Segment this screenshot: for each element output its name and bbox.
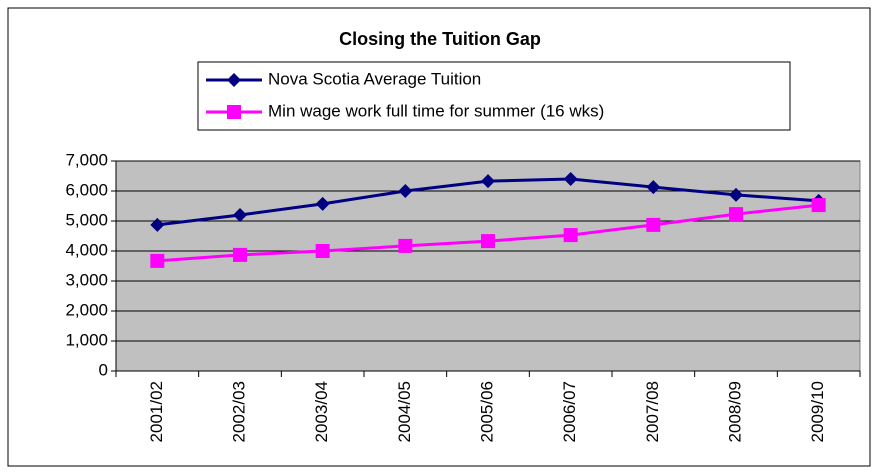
x-tick-label: 2005/06 [477, 381, 496, 442]
legend-box [197, 61, 791, 131]
marker [646, 180, 661, 195]
plot-area [115, 160, 861, 372]
marker [315, 196, 330, 211]
y-tick-label: 5,000 [65, 210, 108, 229]
marker [811, 198, 826, 213]
x-tick-label: 2001/02 [147, 381, 166, 442]
legend-marker [227, 73, 241, 87]
x-tick-label: 2002/03 [229, 381, 248, 442]
y-tick-label: 3,000 [65, 270, 108, 289]
chart-title: Closing the Tuition Gap [339, 29, 541, 49]
y-tick-label: 7,000 [65, 150, 108, 169]
x-tick-label: 2008/09 [725, 381, 744, 442]
marker [150, 217, 165, 232]
marker [398, 184, 413, 198]
x-tick-label: 2003/04 [312, 381, 331, 442]
x-tick-label: 2006/07 [560, 381, 579, 442]
y-tick-label: 6,000 [65, 180, 108, 199]
legend-label: Min wage work full time for summer (16 w… [268, 101, 604, 120]
x-tick-label: 2009/10 [808, 381, 827, 442]
marker [233, 247, 247, 262]
marker [563, 228, 578, 243]
marker [729, 207, 743, 222]
legend-label: Nova Scotia Average Tuition [268, 69, 481, 88]
marker [481, 234, 495, 249]
y-tick-label: 0 [99, 360, 108, 379]
marker [646, 217, 661, 232]
x-tick-label: 2004/05 [395, 381, 414, 442]
marker [563, 172, 578, 186]
y-tick-label: 1,000 [65, 330, 108, 349]
marker [150, 253, 165, 268]
marker [398, 238, 413, 253]
y-tick-label: 4,000 [65, 240, 108, 259]
x-tick-label: 2007/08 [643, 381, 662, 442]
marker [481, 174, 495, 189]
y-tick-label: 2,000 [65, 300, 108, 319]
marker [233, 208, 247, 222]
legend-marker [227, 105, 241, 119]
marker [729, 187, 743, 202]
marker [315, 244, 330, 258]
